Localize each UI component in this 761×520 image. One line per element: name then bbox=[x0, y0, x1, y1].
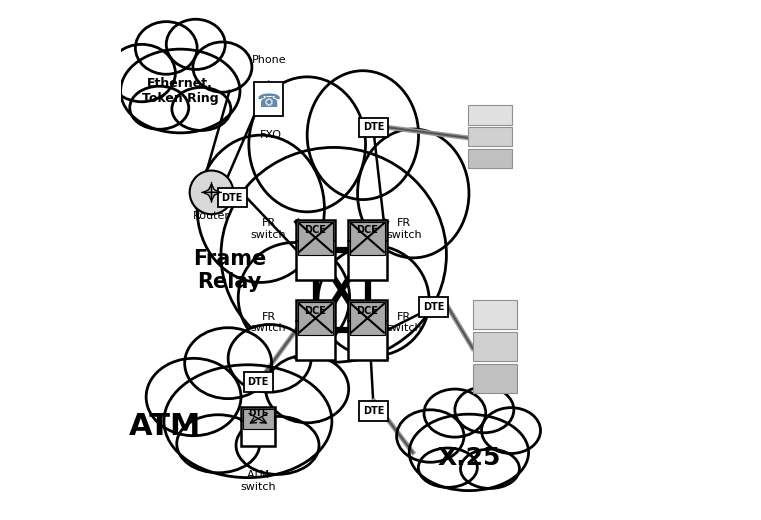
Text: DCE: DCE bbox=[357, 306, 378, 316]
Text: Phone: Phone bbox=[251, 55, 286, 65]
Ellipse shape bbox=[236, 417, 319, 474]
Text: DTE: DTE bbox=[247, 377, 269, 387]
FancyBboxPatch shape bbox=[244, 372, 272, 392]
Text: Ethernet,
Token Ring: Ethernet, Token Ring bbox=[142, 77, 218, 105]
Text: FR
switch: FR switch bbox=[386, 311, 422, 333]
Text: DCE: DCE bbox=[357, 225, 378, 235]
Text: ATM: ATM bbox=[129, 412, 201, 441]
FancyBboxPatch shape bbox=[296, 219, 335, 280]
Ellipse shape bbox=[108, 44, 175, 102]
Ellipse shape bbox=[164, 365, 332, 478]
Ellipse shape bbox=[266, 355, 349, 423]
Ellipse shape bbox=[130, 86, 189, 129]
FancyBboxPatch shape bbox=[349, 222, 385, 254]
Ellipse shape bbox=[166, 19, 225, 70]
Ellipse shape bbox=[146, 358, 241, 436]
Ellipse shape bbox=[358, 129, 469, 258]
FancyBboxPatch shape bbox=[349, 302, 385, 335]
Ellipse shape bbox=[228, 324, 311, 392]
Ellipse shape bbox=[121, 49, 240, 133]
FancyBboxPatch shape bbox=[241, 407, 275, 446]
Ellipse shape bbox=[396, 410, 464, 462]
Text: FR
switch: FR switch bbox=[251, 311, 286, 333]
Text: ATM
switch: ATM switch bbox=[240, 470, 276, 492]
Text: DCE: DCE bbox=[304, 225, 326, 235]
FancyBboxPatch shape bbox=[467, 127, 512, 147]
FancyBboxPatch shape bbox=[359, 118, 388, 137]
Text: FR
switch: FR switch bbox=[386, 218, 422, 240]
Text: Router: Router bbox=[193, 211, 230, 221]
Ellipse shape bbox=[135, 22, 197, 74]
Text: DTE: DTE bbox=[363, 406, 384, 416]
Ellipse shape bbox=[197, 135, 324, 282]
FancyBboxPatch shape bbox=[359, 401, 388, 421]
Text: DCE: DCE bbox=[304, 306, 326, 316]
FancyBboxPatch shape bbox=[348, 219, 387, 280]
FancyBboxPatch shape bbox=[467, 105, 512, 125]
Ellipse shape bbox=[307, 71, 419, 200]
FancyBboxPatch shape bbox=[473, 332, 517, 361]
Text: X.25: X.25 bbox=[438, 446, 501, 470]
Ellipse shape bbox=[455, 387, 514, 433]
Ellipse shape bbox=[238, 242, 349, 353]
FancyBboxPatch shape bbox=[254, 82, 283, 115]
Ellipse shape bbox=[221, 147, 447, 362]
FancyBboxPatch shape bbox=[298, 222, 333, 254]
FancyBboxPatch shape bbox=[218, 188, 247, 207]
Ellipse shape bbox=[409, 414, 529, 491]
Text: DTE: DTE bbox=[423, 302, 444, 312]
Ellipse shape bbox=[482, 408, 540, 453]
Ellipse shape bbox=[424, 389, 486, 437]
FancyBboxPatch shape bbox=[473, 365, 517, 393]
Ellipse shape bbox=[177, 415, 260, 473]
FancyBboxPatch shape bbox=[419, 297, 447, 317]
Text: DTE: DTE bbox=[248, 409, 268, 418]
FancyBboxPatch shape bbox=[467, 149, 512, 168]
Text: DTE: DTE bbox=[363, 122, 384, 133]
Ellipse shape bbox=[193, 42, 252, 92]
Circle shape bbox=[189, 171, 234, 214]
Text: Frame
Relay: Frame Relay bbox=[193, 249, 266, 292]
Text: ☎: ☎ bbox=[256, 92, 281, 111]
FancyBboxPatch shape bbox=[298, 302, 333, 335]
Text: DTE: DTE bbox=[221, 192, 243, 203]
Ellipse shape bbox=[249, 77, 365, 212]
Ellipse shape bbox=[185, 328, 272, 399]
Ellipse shape bbox=[460, 449, 520, 488]
FancyBboxPatch shape bbox=[243, 409, 274, 430]
FancyBboxPatch shape bbox=[348, 301, 387, 360]
Ellipse shape bbox=[318, 245, 429, 356]
FancyBboxPatch shape bbox=[296, 301, 335, 360]
Ellipse shape bbox=[172, 87, 231, 131]
FancyBboxPatch shape bbox=[473, 301, 517, 329]
Text: FXO: FXO bbox=[260, 130, 282, 140]
Ellipse shape bbox=[419, 448, 477, 487]
Text: FR
switch: FR switch bbox=[251, 218, 286, 240]
